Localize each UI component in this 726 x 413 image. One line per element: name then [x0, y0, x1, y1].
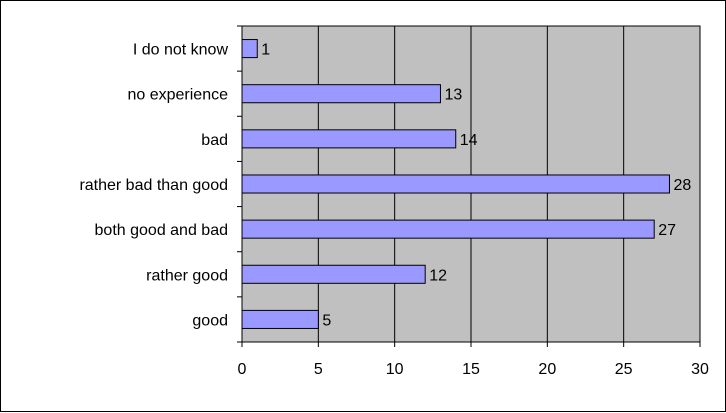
axes: [237, 25, 701, 347]
category-label: rather bad than good: [79, 177, 228, 194]
bar: [241, 39, 258, 59]
bar: [241, 309, 319, 329]
category-label: good: [192, 312, 228, 329]
data-label: 12: [429, 267, 447, 284]
data-labels: 1 13 14 28 27 12 5: [261, 42, 691, 330]
x-tick-label: 5: [314, 361, 323, 378]
x-tick-label: 30: [691, 361, 709, 378]
data-label: 1: [261, 42, 270, 59]
bar: [241, 84, 441, 104]
tick-labels: 0 5 10 15 20 25 30: [238, 361, 709, 378]
bars: [241, 39, 670, 329]
category-labels: I do not know no experience bad rather bad …: [79, 42, 228, 330]
bar: [241, 264, 426, 284]
bar: [241, 219, 655, 239]
data-label: 28: [673, 177, 691, 194]
category-label: rather good: [146, 267, 228, 284]
category-label: both good and bad: [95, 222, 228, 239]
x-tick-label: 25: [615, 361, 633, 378]
x-tick-label: 10: [386, 361, 404, 378]
category-label: bad: [201, 132, 228, 149]
data-label: 14: [460, 132, 478, 149]
bar: [241, 129, 457, 149]
x-tick-label: 15: [462, 361, 480, 378]
x-tick-label: 0: [238, 361, 247, 378]
bar: [241, 174, 670, 194]
data-label: 27: [658, 222, 676, 239]
category-label: I do not know: [133, 42, 229, 59]
x-tick-label: 20: [538, 361, 556, 378]
data-label: 13: [444, 87, 462, 104]
category-label: no experience: [127, 87, 228, 104]
data-label: 5: [322, 312, 331, 329]
